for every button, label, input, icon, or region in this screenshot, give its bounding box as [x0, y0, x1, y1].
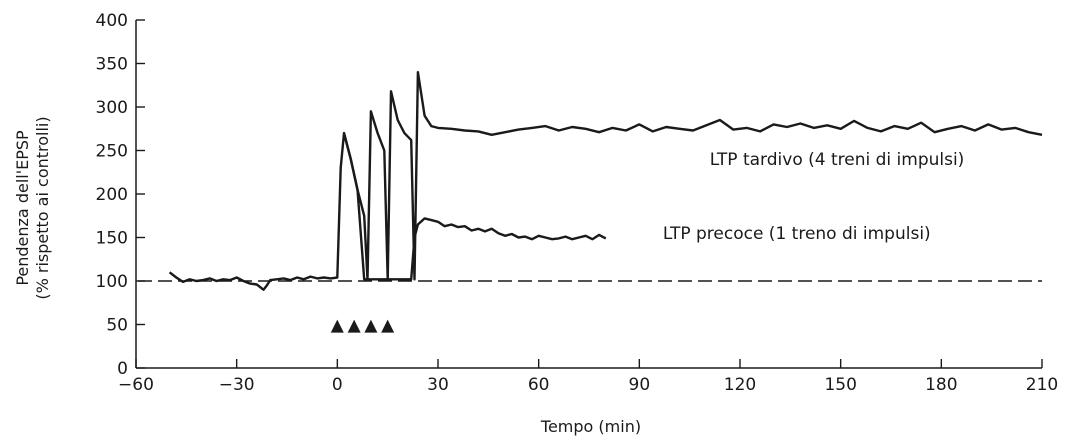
stimulus-triangle: ▲: [348, 316, 362, 336]
series-line-2: [342, 71, 1043, 281]
annotation-label-1: LTP tardivo (4 treni di impulsi): [710, 150, 965, 170]
x-tick-label: 30: [427, 375, 449, 395]
series-group: [168, 71, 1043, 291]
ticks: 0 50 100 150 200 250 300 350 400 −60 −30 0 30 60 90 120…: [96, 11, 1059, 395]
stimulus-triangle: ▲: [331, 316, 345, 336]
x-tick-label: 150: [824, 375, 856, 395]
y-tick-label: 100: [96, 272, 128, 292]
y-tick-label: 400: [96, 11, 128, 31]
y-tick-label: 50: [106, 316, 128, 336]
stimulus-markers: ▲ ▲ ▲ ▲: [331, 316, 395, 336]
y-tick-label: 250: [96, 142, 128, 162]
x-tick-label: 210: [1026, 375, 1058, 395]
y-axis-title-line: Pendenza dell'EPSP: [13, 130, 32, 286]
x-tick-label: 180: [925, 375, 957, 395]
axes: [135, 20, 1042, 369]
annotation-label-2: LTP precoce (1 treno di impulsi): [663, 224, 931, 244]
y-tick-label: 350: [96, 55, 128, 75]
x-tick-label: 120: [724, 375, 756, 395]
stimulus-triangle: ▲: [364, 316, 378, 336]
y-tick-label: 200: [96, 185, 128, 205]
y-axis-title: Pendenza dell'EPSP (% rispetto ai control…: [13, 116, 52, 299]
series-line-1: [168, 131, 607, 291]
stimulus-triangle: ▲: [381, 316, 395, 336]
y-tick-label: 150: [96, 229, 128, 249]
x-tick-label: 60: [528, 375, 550, 395]
y-axis-title-line: (% rispetto ai controlli): [33, 116, 52, 299]
x-tick-label: 90: [629, 375, 651, 395]
y-tick-label: 0: [117, 359, 128, 379]
x-axis-title: Tempo (min): [540, 417, 641, 436]
x-tick-label: −30: [219, 375, 255, 395]
y-tick-label: 300: [96, 98, 128, 118]
annotations: LTP tardivo (4 treni di impulsi) LTP prec…: [663, 150, 965, 244]
x-tick-label: −60: [118, 375, 154, 395]
x-tick-label: 0: [332, 375, 343, 395]
